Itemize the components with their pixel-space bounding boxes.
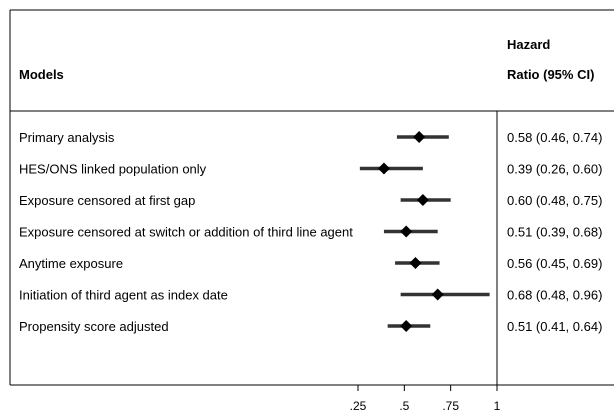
- row-label: Exposure censored at first gap: [19, 193, 195, 208]
- hr-header-line1: Hazard: [507, 37, 550, 52]
- row-hr-text: 0.39 (0.26, 0.60): [507, 162, 602, 177]
- row-hr-text: 0.51 (0.39, 0.68): [507, 225, 602, 240]
- hr-marker: [413, 131, 426, 143]
- hr-marker: [431, 288, 444, 301]
- forest-rows: Primary analysis 0.58 (0.46, 0.74) HES/ONS…: [19, 130, 602, 334]
- hr-marker: [409, 257, 422, 269]
- row-label: Propensity score adjusted: [19, 319, 169, 334]
- hr-marker: [416, 194, 429, 206]
- x-axis-ticks: .25 .5 .75 1: [350, 385, 501, 412]
- hr-marker: [377, 162, 390, 175]
- x-tick-label: .25: [350, 399, 367, 412]
- row-label: Initiation of third agent as index date: [19, 288, 228, 303]
- hr-marker: [400, 320, 413, 332]
- row-label: HES/ONS linked population only: [19, 162, 207, 177]
- models-header: Models: [19, 67, 64, 82]
- row-hr-text: 0.51 (0.41, 0.64): [507, 319, 602, 334]
- x-tick-label: 1: [494, 399, 501, 412]
- hr-marker: [400, 225, 413, 238]
- row-label: Primary analysis: [19, 130, 115, 145]
- row-hr-text: 0.58 (0.46, 0.74): [507, 130, 602, 145]
- x-tick-label: .5: [399, 399, 409, 412]
- row-hr-text: 0.56 (0.45, 0.69): [507, 256, 602, 271]
- hr-header-line2: Ratio (95% CI): [507, 67, 594, 82]
- row-label: Anytime exposure: [19, 256, 123, 271]
- row-hr-text: 0.60 (0.48, 0.75): [507, 193, 602, 208]
- row-hr-text: 0.68 (0.48, 0.96): [507, 288, 602, 303]
- row-label: Exposure censored at switch or addition …: [19, 225, 353, 240]
- x-tick-label: .75: [442, 399, 459, 412]
